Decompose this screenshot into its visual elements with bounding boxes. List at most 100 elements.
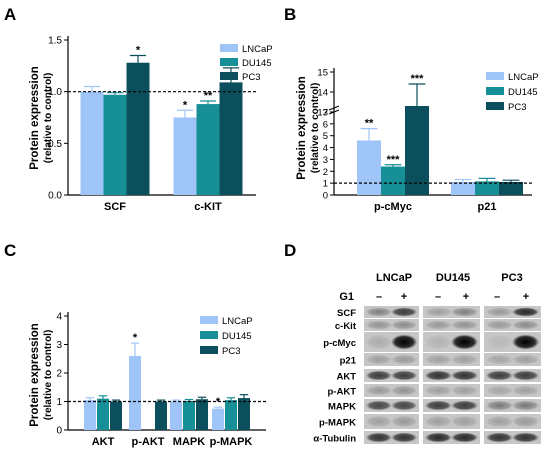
blot-band bbox=[511, 307, 540, 317]
significance-label: ** bbox=[365, 118, 374, 130]
blot-band bbox=[450, 320, 479, 330]
ylabel-c-main: Protein expression bbox=[29, 323, 41, 427]
blot-band bbox=[424, 415, 453, 428]
y-tick-label: 0.0 bbox=[48, 191, 62, 202]
blot-band bbox=[485, 415, 514, 428]
bar bbox=[84, 400, 96, 430]
bar bbox=[97, 398, 109, 430]
protein-label: SCF bbox=[337, 308, 356, 319]
bar bbox=[183, 400, 195, 430]
y-tick-label: 14 bbox=[317, 88, 328, 99]
bar bbox=[196, 104, 220, 195]
y-tick-label: 1.0 bbox=[48, 87, 62, 98]
protein-label: p-cMyc bbox=[323, 338, 356, 349]
bar bbox=[170, 401, 182, 430]
category-label: SCF bbox=[104, 201, 126, 213]
blot-band bbox=[485, 370, 514, 381]
lane-sign: – bbox=[435, 291, 441, 303]
significance-label: * bbox=[216, 396, 221, 408]
bar bbox=[225, 400, 237, 430]
bar bbox=[196, 399, 208, 430]
blot-band bbox=[424, 307, 453, 317]
blot-band bbox=[450, 432, 479, 443]
blot-band bbox=[511, 400, 540, 411]
protein-label: AKT bbox=[336, 372, 356, 383]
legend-swatch bbox=[220, 44, 238, 52]
blot-band bbox=[424, 385, 453, 396]
legend-swatch bbox=[486, 102, 504, 110]
y-tick-label: 7 bbox=[323, 108, 328, 119]
blot-band bbox=[390, 307, 418, 317]
legend-label: LNCaP bbox=[222, 316, 253, 327]
blot-band bbox=[450, 334, 479, 350]
y-tick-label: 2 bbox=[56, 369, 62, 380]
bar bbox=[173, 117, 197, 195]
blot-band bbox=[511, 334, 540, 350]
y-tick-label: 6 bbox=[323, 119, 328, 130]
y-tick-label: 15 bbox=[317, 68, 328, 79]
chart-c: 0 1 2 3 4 AKT * p-AKT MAPK * p-MAPK LNCaP DU145 PC3 bbox=[56, 312, 266, 448]
legend-label: DU145 bbox=[222, 331, 252, 342]
blot-band bbox=[390, 415, 418, 428]
legend-label: PC3 bbox=[508, 102, 526, 113]
bar bbox=[212, 408, 224, 430]
bar bbox=[451, 181, 475, 195]
legend-label: LNCaP bbox=[242, 44, 273, 55]
ylabel-a-sub: (relative to control) bbox=[43, 73, 54, 164]
significance-label: * bbox=[136, 45, 141, 57]
category-label: c-KIT bbox=[194, 201, 222, 213]
bar bbox=[103, 94, 127, 195]
lane-sign: – bbox=[494, 291, 500, 303]
bar bbox=[238, 398, 250, 430]
blot-band bbox=[450, 415, 479, 428]
lane-sign: + bbox=[463, 291, 469, 303]
blot-band bbox=[450, 385, 479, 396]
significance-label: * bbox=[183, 99, 188, 111]
y-tick-label: 4 bbox=[323, 143, 328, 154]
bar bbox=[80, 91, 104, 195]
blot-band bbox=[485, 400, 514, 411]
protein-label: MAPK bbox=[328, 402, 356, 413]
protein-label: p21 bbox=[340, 356, 357, 367]
protein-label: α-Tubulin bbox=[313, 434, 356, 445]
y-tick-label: 5 bbox=[323, 131, 328, 142]
blot-band bbox=[485, 432, 514, 443]
ylabel-a: Protein expression (relative to control) bbox=[29, 66, 54, 170]
cell-line-label: LNCaP bbox=[376, 272, 412, 284]
blot-band bbox=[424, 320, 453, 330]
category-label: p21 bbox=[478, 201, 497, 213]
bar bbox=[129, 355, 141, 430]
ylabel-b: Protein expression (relative to control) bbox=[296, 76, 321, 180]
lane-sign: + bbox=[523, 291, 529, 303]
panel-letter-a: A bbox=[4, 5, 16, 24]
significance-label: *** bbox=[387, 154, 401, 166]
y-tick-label: 0 bbox=[56, 426, 62, 437]
bar bbox=[110, 401, 122, 430]
blot-band bbox=[390, 432, 418, 443]
legend-swatch bbox=[220, 72, 238, 80]
significance-label: *** bbox=[411, 73, 425, 85]
legend-swatch bbox=[486, 87, 504, 95]
y-tick-label: 1.5 bbox=[48, 36, 62, 47]
blot-band bbox=[424, 334, 453, 350]
lane-sign: + bbox=[401, 291, 407, 303]
panel-letter-c: C bbox=[4, 241, 16, 260]
category-label: AKT bbox=[92, 436, 115, 448]
bar bbox=[405, 106, 429, 195]
axis-break-mark bbox=[328, 109, 340, 115]
blot-band bbox=[424, 354, 453, 365]
panel-letter-b: B bbox=[284, 5, 296, 24]
blot-band bbox=[390, 370, 418, 381]
lane-sign: – bbox=[376, 291, 382, 303]
legend-swatch bbox=[200, 331, 218, 339]
legend-label: LNCaP bbox=[508, 72, 539, 83]
blot-band bbox=[511, 354, 540, 365]
blot-band bbox=[365, 370, 393, 381]
blot-band bbox=[424, 400, 453, 411]
blot-band bbox=[390, 400, 418, 411]
blot-band bbox=[485, 385, 514, 396]
legend-label: DU145 bbox=[508, 87, 538, 98]
blot-band bbox=[390, 334, 418, 350]
